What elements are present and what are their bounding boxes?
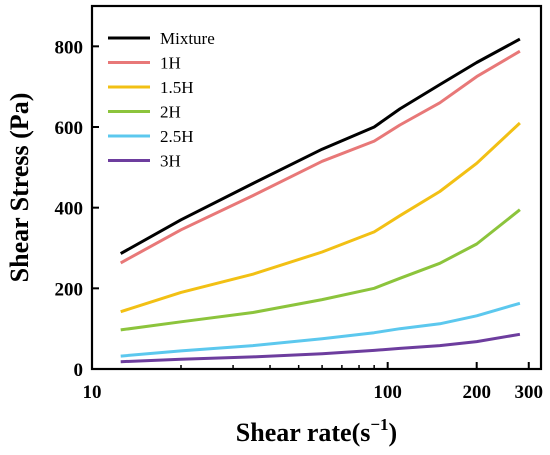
x-axis-title-close: ) xyxy=(389,418,398,447)
x-tick-label: 300 xyxy=(515,382,544,403)
series-line-5 xyxy=(120,332,521,364)
legend-label-3: 2H xyxy=(160,103,181,122)
y-axis-title: Shear Stress (Pa) xyxy=(5,93,34,283)
x-axis-title-superscript: −1 xyxy=(370,415,388,434)
plot-frame xyxy=(90,4,543,371)
x-axis-title-main: Shear rate(s xyxy=(236,418,371,447)
x-tick-label: 200 xyxy=(462,382,491,403)
legend-label-4: 2.5H xyxy=(160,127,194,146)
y-tick-label: 200 xyxy=(55,279,84,300)
series-line-4 xyxy=(120,301,521,358)
series-line-2 xyxy=(120,121,521,314)
legend-label-1: 1H xyxy=(160,54,181,73)
series-lines xyxy=(119,37,521,364)
y-tick-label: 0 xyxy=(74,360,84,381)
y-tick-label: 600 xyxy=(55,118,84,139)
legend: Mixture 1H 1.5H 2H 2.5H 3H xyxy=(108,29,215,171)
x-axis-title: Shear rate(s−1) xyxy=(236,415,397,447)
y-tick-label: 400 xyxy=(55,199,84,220)
legend-label-5: 3H xyxy=(160,152,181,171)
x-tick-label: 10 xyxy=(83,382,102,403)
legend-label-0: Mixture xyxy=(160,29,215,48)
y-tick-label: 800 xyxy=(55,37,84,58)
legend-label-2: 1.5H xyxy=(160,78,194,97)
series-line-3 xyxy=(120,208,521,332)
series-line-0 xyxy=(119,37,521,255)
axis-ticks: 0 200 400 600 800 10 100 200 300 xyxy=(55,37,544,403)
x-tick-label: 100 xyxy=(373,382,402,403)
series-line-1 xyxy=(119,49,521,265)
